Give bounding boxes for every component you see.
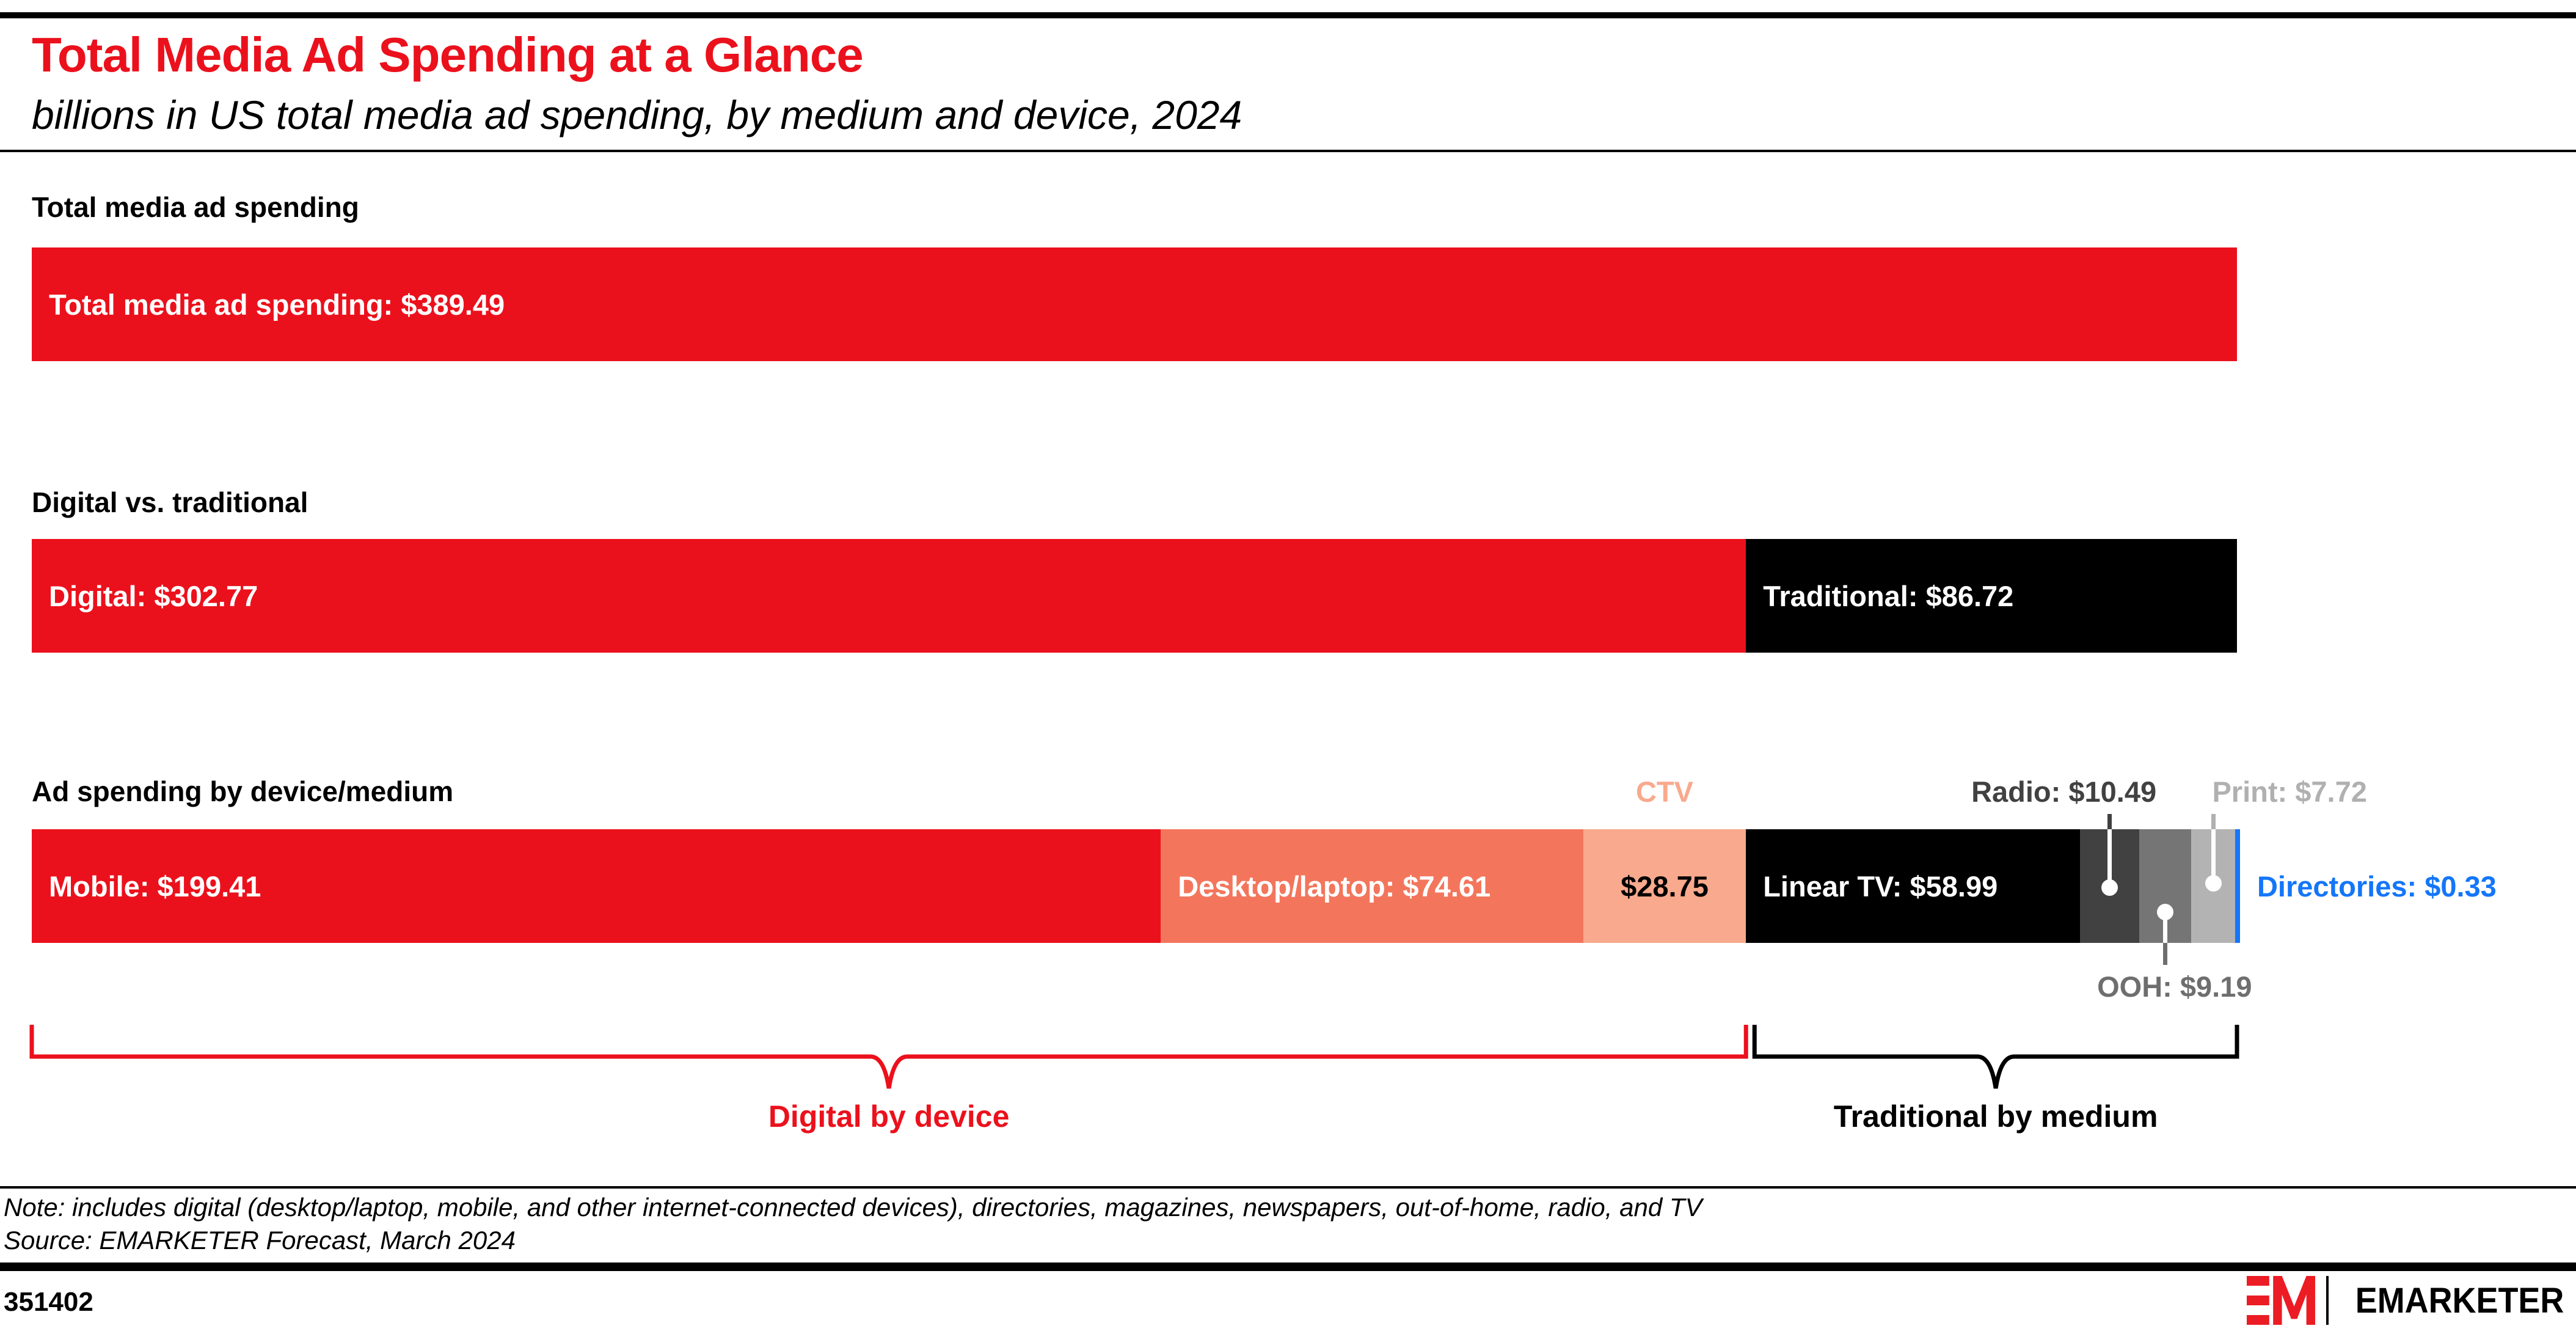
bar-segment-value: Total media ad spending: $389.49 [49, 288, 505, 321]
ooh-callout-dot [2157, 904, 2174, 920]
bar-segment-value: $28.75 [1621, 870, 1709, 903]
print-callout-dot [2205, 875, 2222, 892]
bar-segment-value: Linear TV: $58.99 [1763, 870, 1998, 903]
ooh-callout-line-inner [2163, 912, 2168, 943]
bar-segment-traditional: Traditional: $86.72 [1746, 539, 2237, 653]
page-title: Total Media Ad Spending at a Glance [32, 27, 864, 82]
section-title-total: Total media ad spending [32, 191, 359, 223]
bar-segment-total-media-ad-spending: Total media ad spending: $389.49 [32, 247, 2237, 361]
radio-callout-label: Radio: $10.49 [1971, 775, 2157, 808]
note-text: Note: includes digital (desktop/laptop, … [4, 1193, 1702, 1222]
ctv-callout-label: CTV [1635, 775, 1693, 808]
bar-segment-value: Mobile: $199.41 [49, 870, 261, 903]
em-monogram-icon [2246, 1276, 2315, 1325]
bar-segment-linear-tv: Linear TV: $58.99 [1746, 829, 2080, 943]
footer-divider [0, 1263, 2576, 1271]
directories-callout-label: Directories: $0.33 [2257, 870, 2497, 903]
bar-segment-digital: Digital: $302.77 [32, 539, 1746, 653]
bar-row-by-device-medium: Mobile: $199.41 Desktop/laptop: $74.61 $28… [32, 829, 2240, 943]
brace-label-digital: Digital by device [768, 1099, 1010, 1134]
note-divider [0, 1186, 2576, 1189]
header-divider [0, 150, 2576, 152]
section-title-by-device-medium: Ad spending by device/medium [32, 775, 454, 807]
bar-segment-value: Desktop/laptop: $74.61 [1178, 870, 1491, 903]
bar-segment-ctv: $28.75 [1583, 829, 1746, 943]
ooh-callout-label: OOH: $9.19 [2097, 970, 2252, 1003]
bar-row-digital-vs-traditional: Digital: $302.77 Traditional: $86.72 [32, 539, 2237, 653]
bar-row-total: Total media ad spending: $389.49 [32, 247, 2237, 361]
radio-callout-dot [2101, 879, 2118, 896]
print-callout-line [2211, 814, 2216, 829]
radio-callout-line [2107, 814, 2112, 829]
logo-divider [2326, 1276, 2329, 1325]
bar-segment-directories [2235, 829, 2240, 943]
radio-callout-line-inner [2107, 829, 2112, 887]
top-rule [0, 12, 2576, 18]
logo-wordmark: EMARKETER [2355, 1280, 2564, 1321]
page-subtitle: billions in US total media ad spending, … [32, 92, 1242, 137]
ooh-callout-line [2163, 943, 2168, 965]
print-callout-line-inner [2211, 829, 2216, 883]
bar-segment-value: Traditional: $86.72 [1763, 579, 2014, 612]
section-title-digital-vs-traditional: Digital vs. traditional [32, 486, 308, 518]
bar-segment-desktop-laptop: Desktop/laptop: $74.61 [1161, 829, 1583, 943]
brace-label-traditional: Traditional by medium [1833, 1099, 2158, 1134]
bar-segment-value: Digital: $302.77 [49, 579, 258, 612]
print-callout-label: Print: $7.72 [2212, 775, 2367, 808]
emarketer-logo: EMARKETER [2246, 1276, 2564, 1325]
bar-segment-mobile: Mobile: $199.41 [32, 829, 1161, 943]
chart-id: 351402 [4, 1287, 93, 1317]
brace-digital [29, 1025, 1748, 1089]
source-text: Source: EMARKETER Forecast, March 2024 [4, 1226, 516, 1255]
brace-traditional [1752, 1025, 2239, 1089]
